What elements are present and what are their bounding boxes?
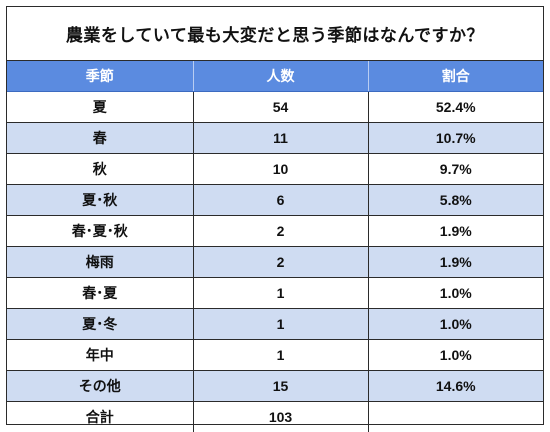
season-cell: 年中 (7, 340, 193, 371)
count-cell: 1 (193, 309, 368, 340)
season-cell: 秋 (7, 154, 193, 185)
count-cell: 10 (193, 154, 368, 185)
season-cell: 梅雨 (7, 247, 193, 278)
percent-cell: 1.0% (368, 278, 543, 309)
season-cell: 春 (7, 123, 193, 154)
table-row: 年中 1 1.0% (7, 340, 543, 371)
table-row: 梅雨 2 1.9% (7, 247, 543, 278)
table-body: 夏 54 52.4% 春 11 10.7% 秋 10 9.7% 夏･秋 6 5.… (7, 92, 543, 432)
total-label-cell: 合計 (7, 402, 193, 432)
percent-cell: 1.0% (368, 309, 543, 340)
table-row: 春･夏 1 1.0% (7, 278, 543, 309)
count-cell: 1 (193, 278, 368, 309)
survey-table: 季節 人数 割合 夏 54 52.4% 春 11 10.7% 秋 10 9.7% (7, 61, 543, 432)
table-row: 夏･冬 1 1.0% (7, 309, 543, 340)
count-cell: 11 (193, 123, 368, 154)
count-cell: 15 (193, 371, 368, 402)
table-title: 農業をしていて最も大変だと思う季節はなんですか？ (7, 7, 543, 61)
percent-cell: 9.7% (368, 154, 543, 185)
table-row: その他 15 14.6% (7, 371, 543, 402)
percent-cell: 5.8% (368, 185, 543, 216)
count-cell: 6 (193, 185, 368, 216)
percent-cell: 10.7% (368, 123, 543, 154)
percent-cell: 52.4% (368, 92, 543, 123)
column-header-percent: 割合 (368, 61, 543, 92)
table-row: 夏 54 52.4% (7, 92, 543, 123)
total-percent-cell (368, 402, 543, 432)
season-cell: 春･夏･秋 (7, 216, 193, 247)
percent-cell: 1.0% (368, 340, 543, 371)
count-cell: 54 (193, 92, 368, 123)
season-cell: 春･夏 (7, 278, 193, 309)
season-cell: その他 (7, 371, 193, 402)
column-header-season: 季節 (7, 61, 193, 92)
table-row: 夏･秋 6 5.8% (7, 185, 543, 216)
count-cell: 1 (193, 340, 368, 371)
column-header-count: 人数 (193, 61, 368, 92)
survey-table-frame: 農業をしていて最も大変だと思う季節はなんですか？ 季節 人数 割合 夏 54 5… (6, 6, 544, 425)
season-cell: 夏･秋 (7, 185, 193, 216)
header-row: 季節 人数 割合 (7, 61, 543, 92)
table-row: 春･夏･秋 2 1.9% (7, 216, 543, 247)
percent-cell: 14.6% (368, 371, 543, 402)
total-row: 合計 103 (7, 402, 543, 432)
table-row: 春 11 10.7% (7, 123, 543, 154)
total-count-cell: 103 (193, 402, 368, 432)
table-header: 季節 人数 割合 (7, 61, 543, 92)
table-row: 秋 10 9.7% (7, 154, 543, 185)
percent-cell: 1.9% (368, 247, 543, 278)
season-cell: 夏･冬 (7, 309, 193, 340)
count-cell: 2 (193, 216, 368, 247)
percent-cell: 1.9% (368, 216, 543, 247)
season-cell: 夏 (7, 92, 193, 123)
count-cell: 2 (193, 247, 368, 278)
